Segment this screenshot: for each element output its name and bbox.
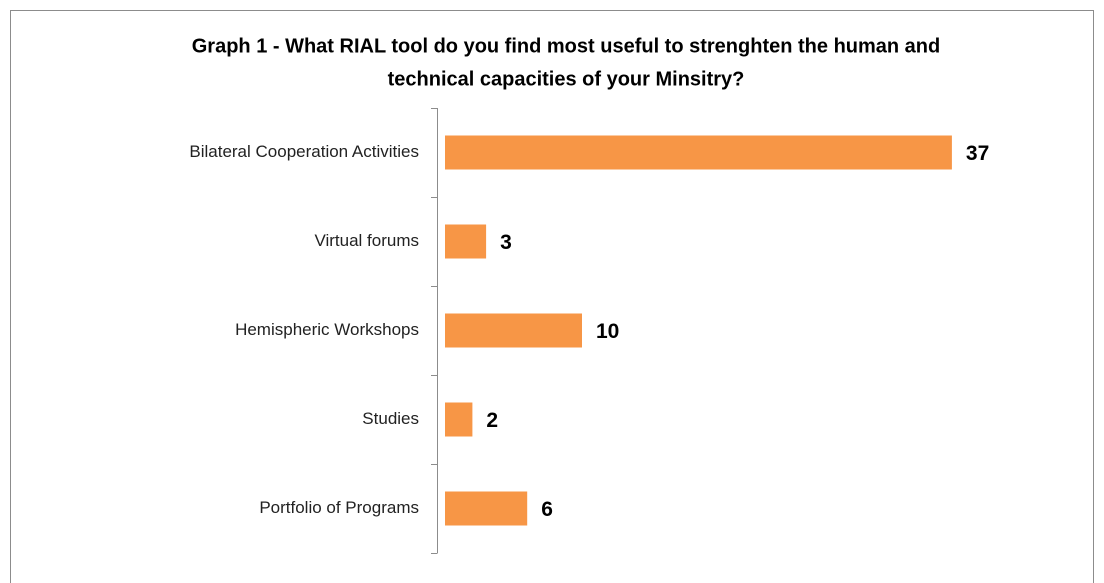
- y-tick-label: Virtual forums: [314, 231, 419, 250]
- bar: [445, 135, 952, 170]
- chart-border: [10, 10, 1094, 583]
- bar: [445, 491, 528, 526]
- data-label: 10: [596, 320, 619, 343]
- data-label: 3: [500, 231, 512, 254]
- data-label: 6: [541, 498, 553, 521]
- data-label: 37: [966, 142, 989, 165]
- bar: [445, 313, 582, 348]
- data-label: 2: [486, 409, 498, 432]
- y-tick-label: Bilateral Cooperation Activities: [189, 142, 419, 161]
- bar: [445, 402, 473, 437]
- y-tick-label: Hemispheric Workshops: [235, 320, 419, 339]
- chart-title-line: Graph 1 - What RIAL tool do you find mos…: [192, 35, 941, 57]
- y-tick-label: Portfolio of Programs: [259, 498, 419, 517]
- bar: [445, 224, 487, 259]
- y-tick-label: Studies: [362, 409, 419, 428]
- chart-title-line: technical capacities of your Minsitry?: [388, 68, 745, 90]
